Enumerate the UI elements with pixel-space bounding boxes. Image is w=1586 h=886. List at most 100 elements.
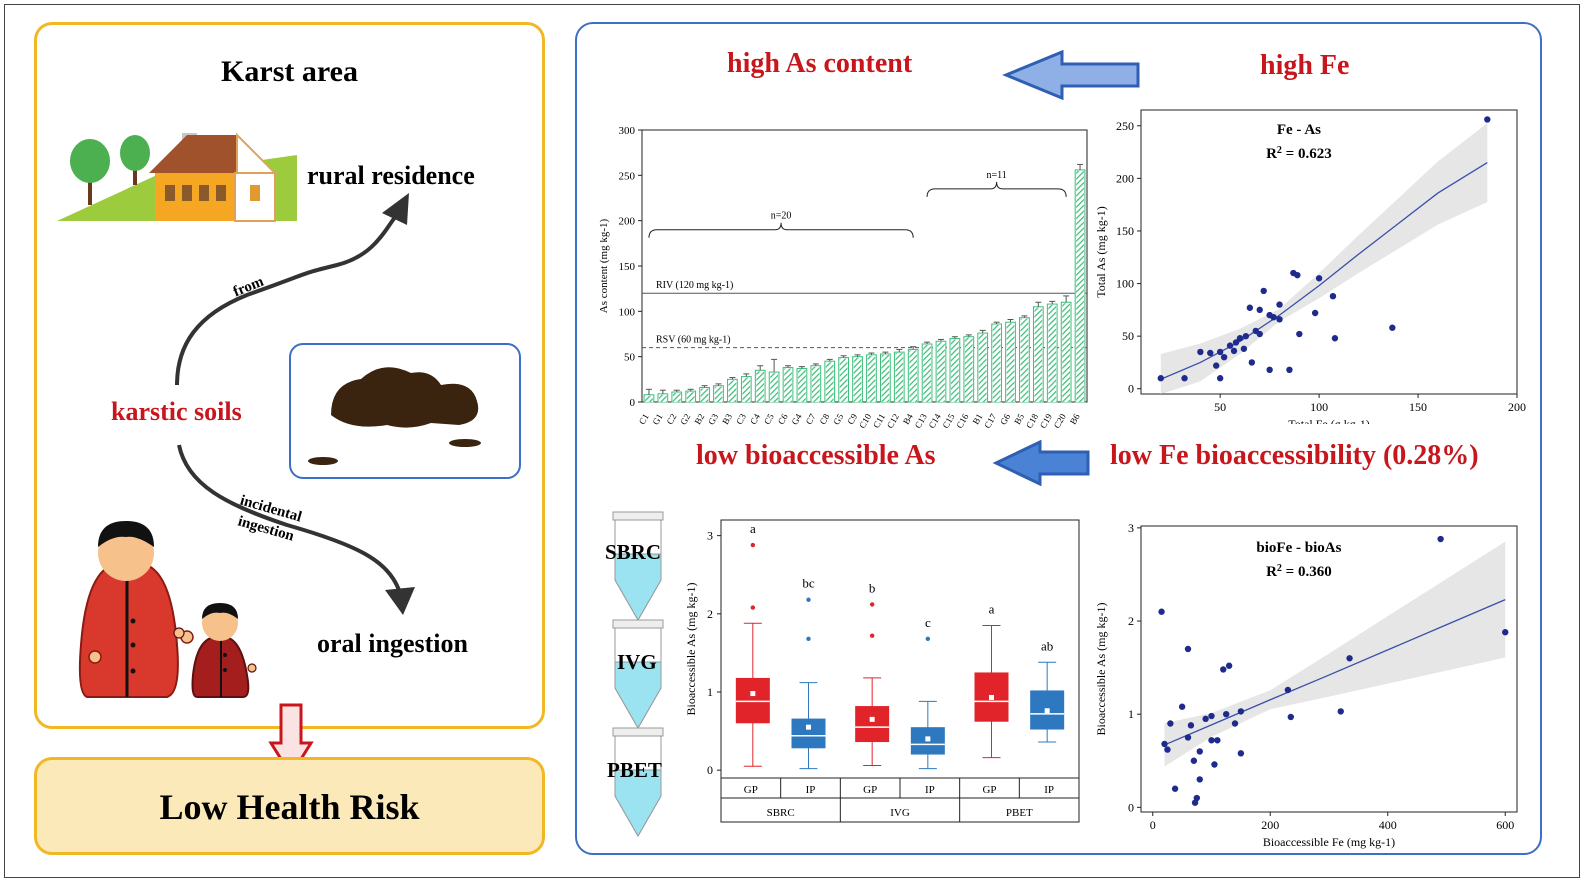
data-point [1181, 375, 1188, 382]
data-point [1202, 715, 1209, 723]
data-point [1242, 332, 1250, 340]
data-point [1256, 330, 1263, 338]
group-label: PBET [1006, 807, 1033, 819]
x-tick-label: 150 [1409, 400, 1427, 414]
data-point [1237, 708, 1245, 715]
data-point [1158, 608, 1165, 615]
bracket-label: n=20 [771, 211, 792, 222]
reference-line-label: RSV (60 mg kg-1) [656, 335, 731, 346]
x-tick-label: C19 [1038, 412, 1054, 430]
bar-fill [700, 388, 709, 402]
x-tick-label: C10 [857, 412, 873, 430]
bar-fill [895, 353, 904, 402]
fit-line [1160, 162, 1488, 380]
data-point [1222, 710, 1230, 718]
data-point [1213, 362, 1220, 369]
box [735, 677, 770, 724]
y-tick-label: 200 [619, 216, 636, 228]
x-tick-label: C9 [845, 412, 859, 427]
significance-letter: c [925, 615, 931, 630]
significance-letter: a [750, 521, 756, 536]
x-tick-label: C6 [776, 412, 790, 427]
bar-fill [756, 371, 765, 402]
data-point [1232, 339, 1240, 346]
data-point [1240, 345, 1248, 352]
karst-area-title: Karst area [221, 55, 358, 88]
y-tick-label: 200 [1116, 171, 1134, 185]
mean-marker [806, 724, 811, 730]
y-tick-label: 1 [707, 685, 713, 699]
data-point [1236, 335, 1244, 342]
rural-residence-label: rural residence [307, 161, 475, 190]
data-point [1196, 776, 1203, 783]
bar-fill [937, 342, 945, 402]
data-point [1214, 737, 1221, 744]
data-point [1216, 375, 1224, 382]
bar-fill [686, 392, 695, 402]
bar-fill [1076, 170, 1084, 402]
subgroup-label: IP [1044, 784, 1054, 796]
data-point [1276, 316, 1283, 323]
bar-fill [992, 325, 1001, 402]
y-tick-label: 100 [619, 306, 636, 318]
data-point [1220, 666, 1227, 673]
data-point [1190, 757, 1198, 764]
test-tube-icon [612, 727, 664, 838]
soil-image-box [289, 343, 521, 479]
tube-label-pbet: PBET [607, 758, 662, 782]
karst-illustration [57, 132, 415, 698]
outlier-point [869, 633, 875, 638]
bar-fill [728, 380, 737, 402]
plot-frame [1140, 109, 1518, 395]
as-content-bar-chart: 0 50 100 150 200 250 300 As content (mg kg-1) RI… [598, 125, 1088, 430]
x-tick-label: C1 [637, 412, 651, 426]
data-point [1389, 324, 1396, 331]
x-tick-label: B4 [901, 412, 915, 427]
data-point [1437, 535, 1444, 543]
figure-frame [4, 4, 1580, 878]
x-tick-label: 600 [1496, 818, 1514, 832]
y-tick-label: 250 [1116, 119, 1134, 133]
low-fe-bioaccessibility-label: low Fe bioaccessibility (0.28%) [1110, 440, 1479, 471]
x-tick-label: 100 [1310, 400, 1328, 414]
bar-fill [909, 350, 918, 402]
data-point [1230, 347, 1238, 355]
y-tick-label: 0 [1128, 382, 1134, 396]
y-tick-label: 3 [707, 529, 713, 543]
x-axis-label: Bioaccessible Fe (mg kg-1) [1263, 835, 1395, 849]
bar-fill [839, 358, 848, 402]
house-icon [149, 132, 280, 222]
data-point [1276, 301, 1283, 308]
y-tick-label: 3 [1128, 521, 1134, 535]
data-point [1157, 375, 1164, 382]
x-tick-label: C5 [762, 412, 776, 427]
confidence-band [1164, 541, 1506, 767]
bar-fill [853, 357, 862, 402]
data-point [1284, 686, 1292, 694]
reference-line-label: RIV (120 mg kg-1) [656, 280, 733, 291]
outlier-point [925, 636, 931, 642]
significance-letter: bc [802, 576, 815, 591]
bracket [648, 222, 914, 238]
data-point [1260, 287, 1267, 295]
x-tick-label: C3 [734, 412, 748, 427]
y-axis-label: As content (mg kg-1) [598, 218, 610, 313]
outlier-point [806, 597, 811, 602]
data-point [1237, 750, 1245, 757]
child-icon [173, 603, 257, 698]
box [855, 706, 890, 743]
r-squared-label: R2 = 0.623 [1266, 145, 1332, 163]
fe-as-scatter-chart: 0 50 100 150 200 250 50 100 150 200 Total Fe (g kg… [1094, 109, 1526, 424]
bar-fill [951, 339, 959, 402]
box [791, 718, 826, 749]
x-tick-label: G3 [706, 412, 720, 427]
group-label: SBRC [767, 807, 795, 819]
outlier-point [806, 636, 811, 642]
y-axis-label: Bioaccessible As (mg kg-1) [684, 583, 698, 716]
bracket-label: n=11 [986, 170, 1006, 181]
x-tick-label: G6 [998, 412, 1012, 427]
data-point [1161, 740, 1168, 748]
data-point [1167, 720, 1174, 727]
y-axis-label: Total As (mg kg-1) [1094, 206, 1108, 297]
low-health-risk-box: Low Health Risk [34, 757, 545, 855]
